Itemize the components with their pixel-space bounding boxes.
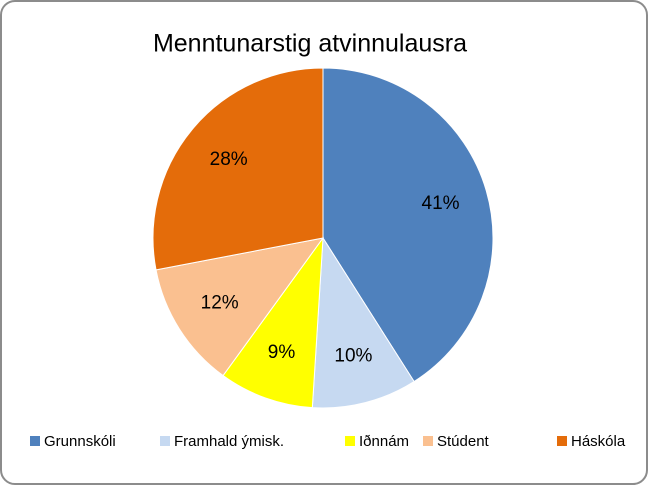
pie-slice bbox=[155, 237, 325, 377]
pie-slice bbox=[311, 236, 415, 409]
pie-slice bbox=[322, 67, 494, 383]
data-label: 41% bbox=[422, 193, 460, 214]
legend-label: Grunnskóli bbox=[44, 433, 116, 450]
data-label: 12% bbox=[201, 293, 239, 314]
legend-swatch bbox=[160, 436, 170, 446]
data-label: 28% bbox=[210, 149, 248, 170]
legend-label: Stúdent bbox=[437, 433, 490, 450]
legend-label: Framhald ýmisk. bbox=[174, 433, 284, 450]
pie-slice bbox=[152, 67, 324, 271]
legend-label: Háskóla bbox=[571, 433, 626, 450]
legend-swatch bbox=[557, 436, 567, 446]
chart-title: Menntunarstig atvinnulausra bbox=[153, 30, 467, 58]
data-label: 10% bbox=[334, 346, 372, 367]
legend-swatch bbox=[30, 436, 40, 446]
legend-swatch bbox=[345, 436, 355, 446]
pie-slice bbox=[222, 236, 324, 409]
legend-swatch bbox=[423, 436, 433, 446]
legend-label: Iðnnám bbox=[359, 433, 409, 450]
data-label: 9% bbox=[268, 342, 296, 363]
